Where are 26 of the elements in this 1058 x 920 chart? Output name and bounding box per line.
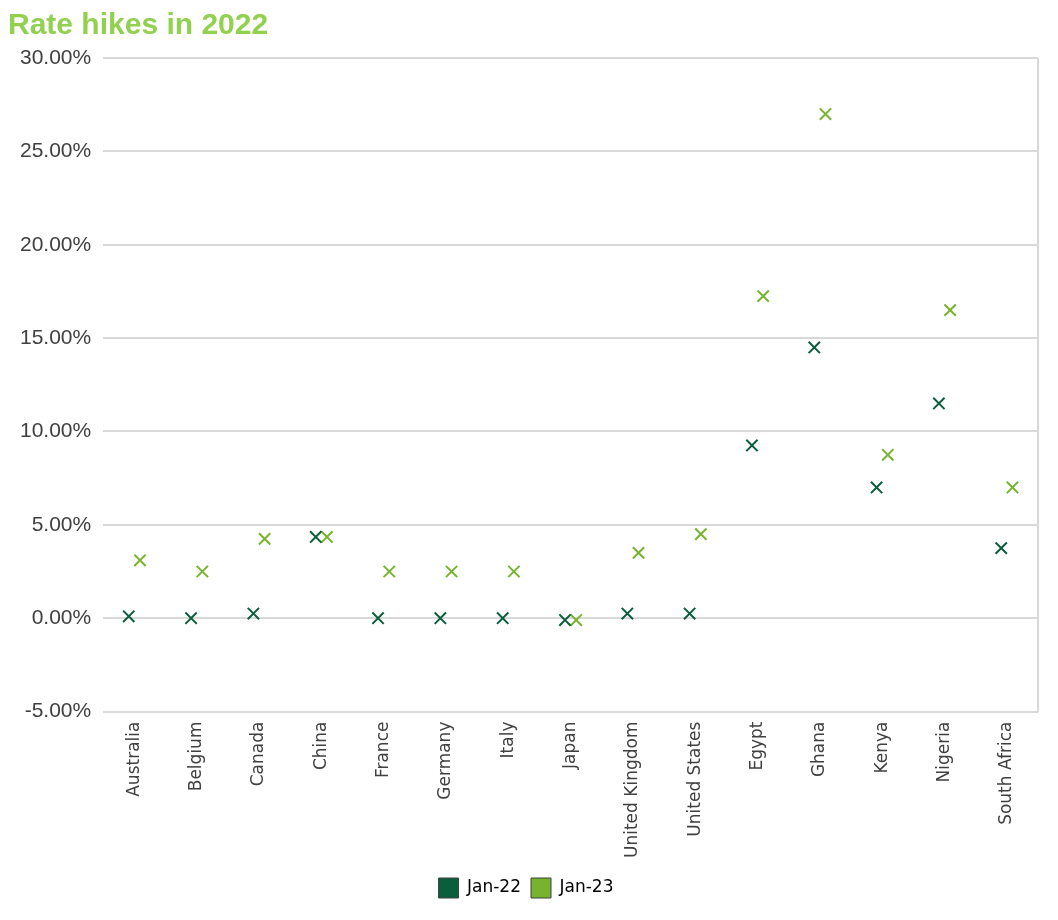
x-tick-label: Belgium bbox=[185, 721, 206, 792]
x-tick-label: France bbox=[372, 721, 393, 779]
chart-title: Rate hikes in 2022 bbox=[8, 7, 269, 41]
y-tick-label: 5.00% bbox=[31, 511, 92, 535]
y-tick-label: 0.00% bbox=[31, 604, 92, 628]
x-tick-label: Kenya bbox=[870, 721, 891, 774]
x-tick-label: Ghana bbox=[808, 721, 829, 778]
y-tick-label: 30.00% bbox=[19, 44, 92, 68]
x-tick-label: Canada bbox=[247, 721, 268, 787]
x-tick-label: United Kingdom bbox=[621, 721, 642, 858]
y-tick-label: -5.00% bbox=[24, 698, 92, 722]
y-tick-label: 15.00% bbox=[19, 324, 92, 348]
x-tick-label: United States bbox=[683, 721, 704, 837]
y-tick-label: 10.00% bbox=[19, 418, 92, 442]
x-tick-label: Australia bbox=[122, 721, 143, 797]
y-tick-label: 20.00% bbox=[19, 231, 92, 255]
x-tick-label: Nigeria bbox=[932, 721, 953, 783]
x-tick-label: Japan bbox=[559, 721, 580, 770]
x-tick-label: Egypt bbox=[745, 721, 766, 771]
y-tick-label: 25.00% bbox=[19, 138, 92, 162]
x-tick-label: Italy bbox=[496, 721, 517, 759]
legend-label: Jan-23 bbox=[558, 876, 614, 897]
x-tick-label: Germany bbox=[434, 721, 455, 800]
legend-label: Jan-22 bbox=[466, 876, 522, 897]
x-tick-label: China bbox=[309, 721, 330, 771]
x-tick-label: South Africa bbox=[995, 721, 1016, 825]
